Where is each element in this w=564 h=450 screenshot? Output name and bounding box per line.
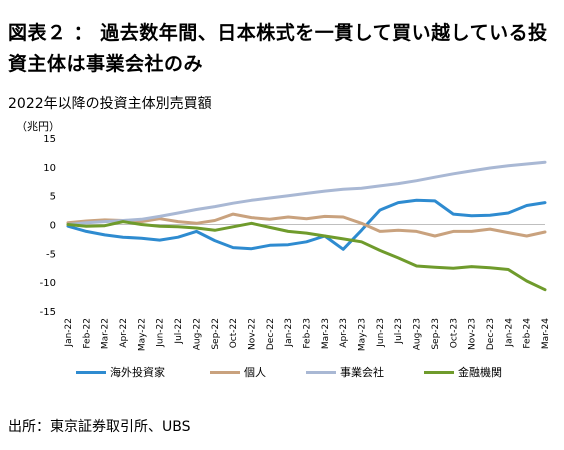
x-tick-label: Apr-22 [119,318,129,348]
legend-label: 金融機関 [458,366,502,379]
x-tick-label: Sep-23 [431,318,441,350]
series-line [66,198,547,251]
x-tick-label: Oct-23 [449,318,459,348]
x-tick-label: Aug-23 [413,318,423,350]
y-tick-label: -15 [40,307,56,318]
x-tick-label: Jul-22 [174,318,184,345]
series-line [66,212,547,238]
x-tick-label: Mar-22 [101,318,111,349]
legend-item: 海外投資家 [76,362,165,382]
legend-swatch [76,370,106,374]
x-tick-label: Jan-24 [504,318,514,348]
x-tick-label: May-22 [137,318,147,351]
x-tick-label: Jul-23 [394,318,404,345]
chart-subtitle: 2022年以降の投資主体別売買額 [8,96,212,112]
y-tick-label: 15 [43,134,56,145]
x-tick-label: Feb-23 [303,318,313,349]
legend-swatch [210,370,240,374]
legend-label: 事業会社 [340,366,384,379]
x-tick-label: Nov-23 [468,318,478,350]
x-tick-label: May-23 [358,318,368,351]
x-tick-label: Nov-22 [247,318,257,350]
y-axis-unit-label: （兆円） [16,120,60,133]
legend-item: 金融機関 [424,362,502,382]
x-tick-label: Jun-23 [376,318,386,348]
series-line [66,160,547,226]
x-tick-label: Jan-22 [64,318,74,348]
x-tick-label: Oct-22 [229,318,239,348]
x-tick-label: Aug-22 [192,318,202,350]
x-tick-label: Jun-22 [156,318,166,348]
legend-item: 事業会社 [306,362,384,382]
y-tick-label: 5 [50,192,56,203]
x-tick-label: Dec-22 [266,318,276,350]
line-chart: 15 10 5 0 -5 -10 -15 Jan-22 Feb-22 Mar-22 Apr-22 Ma… [40,134,551,351]
series-line [66,220,547,292]
chart-title: 図表２ ： 過去数年間、日本株式を一貫して買い越している投資主体は事業会社のみ [8,22,548,75]
x-tick-label: Mar-24 [541,318,551,349]
x-tick-label: Jan-23 [284,318,294,348]
legend-label: 海外投資家 [110,366,165,379]
source-note: 出所：東京証券取引所、UBS [8,419,191,435]
legend-item: 個人 [210,362,266,382]
x-tick-label: Sep-22 [211,318,221,350]
legend-swatch [424,370,454,374]
x-tick-label: Dec-23 [486,318,496,350]
x-tick-label: Apr-23 [339,318,349,348]
y-tick-label: -10 [40,278,56,289]
legend-label: 個人 [244,366,266,379]
y-tick-label: 0 [50,221,56,232]
x-tick-label: Feb-24 [523,318,533,349]
x-tick-label: Feb-22 [82,318,92,349]
legend-swatch [306,370,336,374]
x-tick-label: Mar-23 [321,318,331,349]
y-tick-label: 10 [43,163,56,174]
y-tick-label: -5 [46,249,56,260]
chart-legend: 海外投資家 個人 事業会社 金融機関 [0,362,564,382]
